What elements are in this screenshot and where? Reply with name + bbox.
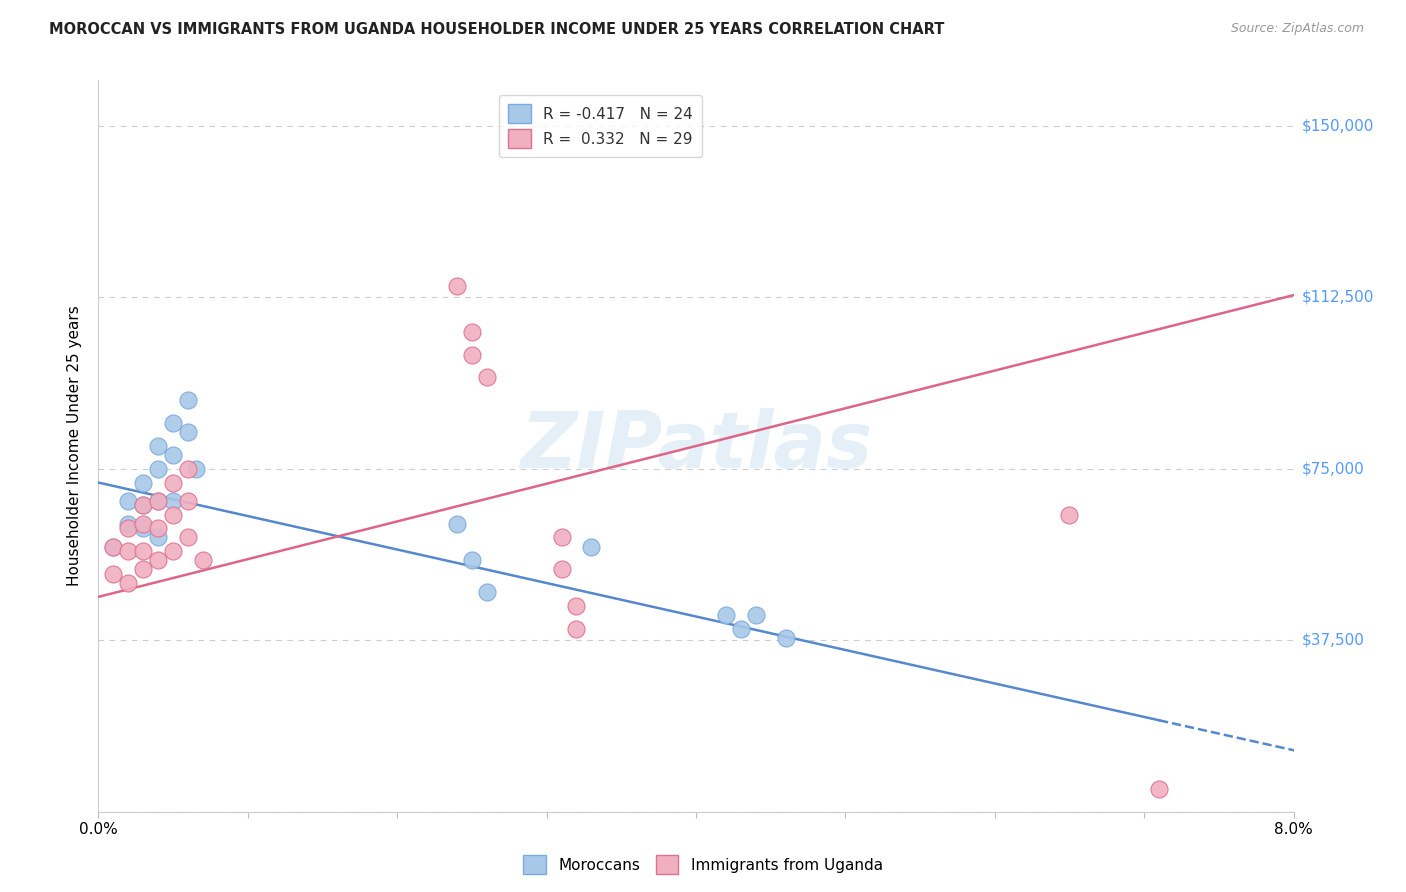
Point — [714, 608, 737, 623]
Point — [550, 562, 572, 576]
Point — [132, 516, 155, 531]
Point — [461, 325, 484, 339]
Point — [461, 347, 484, 362]
Point — [730, 622, 752, 636]
Point — [132, 475, 155, 490]
Point — [775, 631, 797, 645]
Point — [148, 493, 170, 508]
Point — [446, 279, 468, 293]
Point — [117, 516, 139, 531]
Legend: R = -0.417   N = 24, R =  0.332   N = 29: R = -0.417 N = 24, R = 0.332 N = 29 — [499, 95, 702, 157]
Point — [103, 540, 125, 554]
Point — [132, 499, 155, 513]
Point — [103, 567, 125, 582]
Legend: Moroccans, Immigrants from Uganda: Moroccans, Immigrants from Uganda — [517, 849, 889, 880]
Point — [745, 608, 768, 623]
Point — [581, 540, 603, 554]
Point — [177, 393, 200, 408]
Point — [117, 576, 139, 591]
Point — [148, 493, 170, 508]
Y-axis label: Householder Income Under 25 years: Householder Income Under 25 years — [67, 306, 83, 586]
Point — [132, 499, 155, 513]
Point — [1147, 781, 1170, 796]
Point — [148, 553, 170, 567]
Point — [177, 530, 200, 544]
Point — [162, 416, 184, 430]
Point — [117, 521, 139, 535]
Point — [177, 493, 200, 508]
Point — [461, 553, 484, 567]
Point — [565, 599, 588, 613]
Point — [446, 516, 468, 531]
Text: MOROCCAN VS IMMIGRANTS FROM UGANDA HOUSEHOLDER INCOME UNDER 25 YEARS CORRELATION: MOROCCAN VS IMMIGRANTS FROM UGANDA HOUSE… — [49, 22, 945, 37]
Point — [148, 521, 170, 535]
Text: ZIPatlas: ZIPatlas — [520, 408, 872, 484]
Text: $150,000: $150,000 — [1302, 119, 1374, 134]
Point — [103, 540, 125, 554]
Point — [162, 448, 184, 462]
Point — [177, 425, 200, 440]
Point — [565, 622, 588, 636]
Point — [148, 530, 170, 544]
Point — [162, 544, 184, 558]
Point — [475, 370, 498, 384]
Point — [132, 562, 155, 576]
Point — [132, 544, 155, 558]
Point — [1059, 508, 1081, 522]
Point — [162, 493, 184, 508]
Point — [148, 439, 170, 453]
Point — [550, 530, 572, 544]
Point — [148, 462, 170, 476]
Point — [177, 462, 200, 476]
Point — [162, 475, 184, 490]
Point — [117, 493, 139, 508]
Point — [162, 508, 184, 522]
Text: $112,500: $112,500 — [1302, 290, 1374, 305]
Text: Source: ZipAtlas.com: Source: ZipAtlas.com — [1230, 22, 1364, 36]
Text: $37,500: $37,500 — [1302, 632, 1365, 648]
Text: $75,000: $75,000 — [1302, 461, 1365, 476]
Point — [132, 521, 155, 535]
Point — [475, 585, 498, 599]
Point — [184, 462, 207, 476]
Point — [191, 553, 214, 567]
Point — [117, 544, 139, 558]
